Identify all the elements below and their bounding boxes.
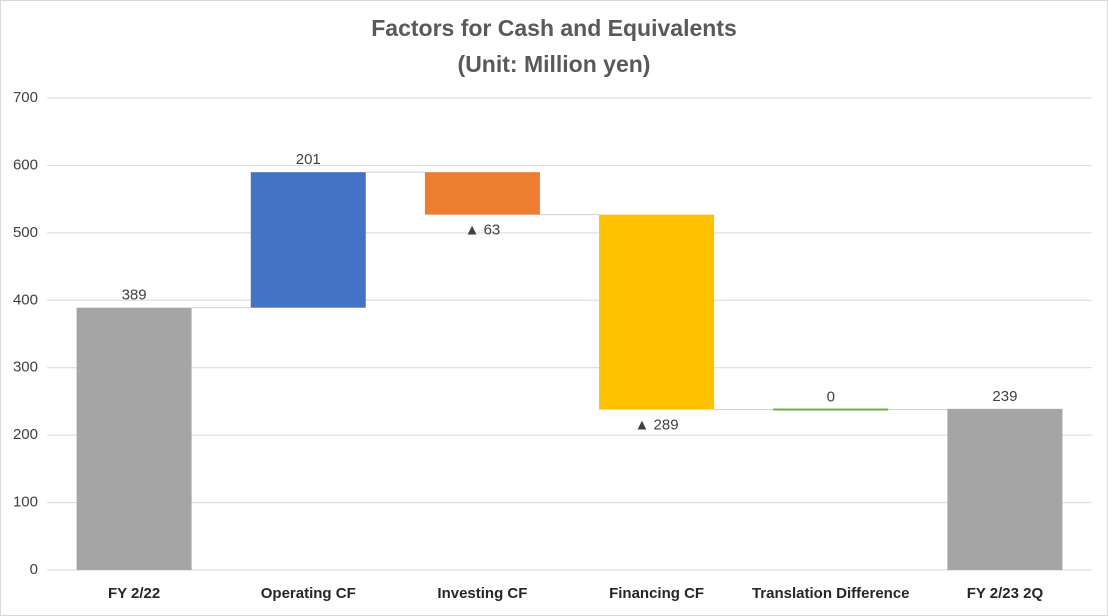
y-tick-label: 500: [13, 224, 38, 241]
data-label: 389: [122, 287, 147, 304]
x-tick-label: Investing CF: [437, 585, 527, 602]
y-tick-label: 0: [30, 561, 38, 578]
data-label: 239: [992, 388, 1017, 405]
bar: [773, 408, 889, 411]
x-tick-label: FY 2/23 2Q: [967, 585, 1044, 602]
x-tick-label: Translation Difference: [752, 585, 910, 602]
y-tick-label: 600: [13, 156, 38, 173]
y-tick-label: 100: [13, 494, 38, 511]
bar: [599, 214, 715, 410]
data-label: 0: [827, 388, 835, 405]
x-tick-label: Operating CF: [261, 585, 356, 602]
bar: [947, 408, 1063, 570]
data-label: 201: [296, 151, 321, 168]
x-tick-label: FY 2/22: [108, 585, 160, 602]
chart-subtitle: (Unit: Million yen): [458, 51, 651, 77]
y-tick-label: 300: [13, 359, 38, 376]
bar: [250, 172, 366, 308]
y-tick-label: 700: [13, 89, 38, 106]
bar: [424, 172, 540, 215]
y-tick-label: 200: [13, 426, 38, 443]
x-tick-label: Financing CF: [609, 585, 704, 602]
bar: [76, 307, 192, 570]
chart-title: Factors for Cash and Equivalents: [371, 15, 737, 41]
y-tick-label: 400: [13, 291, 38, 308]
data-label: ▲ 63: [465, 222, 501, 239]
data-label: ▲ 289: [635, 416, 679, 433]
